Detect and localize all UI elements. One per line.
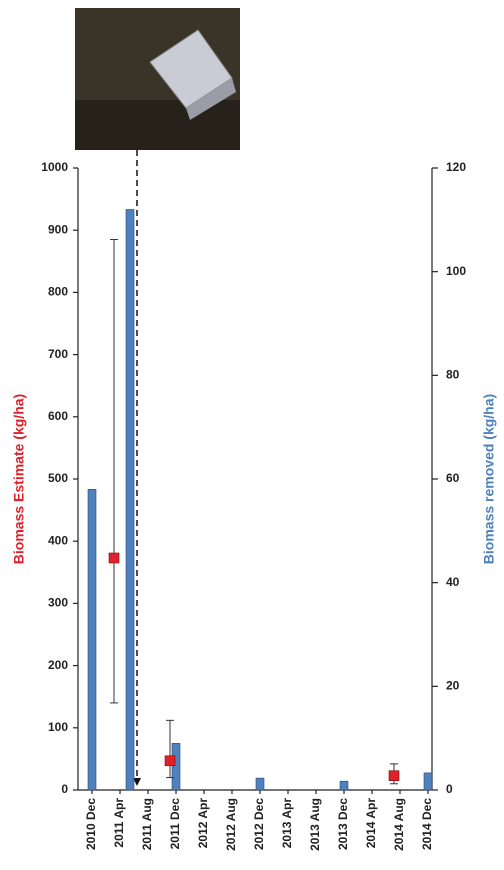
x-tick-label: 2014 Dec (420, 798, 434, 850)
x-tick-label: 2012 Aug (224, 798, 238, 851)
point (108, 552, 120, 564)
y2-tick-label: 120 (446, 160, 466, 174)
bar (87, 489, 97, 791)
y-tick-label: 0 (61, 782, 68, 796)
y2-axis-label: Biomass removed (kg/ha) (481, 394, 497, 564)
x-tick-label: 2014 Aug (392, 798, 406, 851)
y-tick-label: 100 (48, 720, 68, 734)
error-bar (110, 239, 118, 704)
y-tick-label: 400 (48, 533, 68, 547)
bar (171, 743, 181, 791)
bar (255, 777, 265, 791)
photo (75, 8, 240, 150)
point (388, 770, 400, 781)
y-tick-label: 500 (48, 471, 68, 485)
x-tick-label: 2013 Aug (308, 798, 322, 851)
x-tick-label: 2013 Apr (280, 798, 294, 849)
bar (423, 772, 433, 791)
bar (125, 209, 135, 791)
x-tick-label: 2011 Aug (140, 798, 154, 850)
bar (339, 780, 349, 791)
y-tick-label: 200 (48, 658, 68, 672)
x-tick-label: 2011 Dec (168, 798, 182, 850)
y2-tick-label: 100 (446, 264, 466, 278)
y-axis-label: Biomass Estimate (kg/ha) (11, 394, 27, 564)
x-tick-label: 2012 Dec (252, 798, 266, 850)
error-bar (166, 719, 174, 779)
y2-tick-label: 0 (446, 782, 453, 796)
y-tick-label: 1000 (41, 160, 68, 174)
x-tick-label: 2012 Apr (196, 798, 210, 849)
y-tick-label: 700 (48, 347, 68, 361)
y-tick-label: 300 (48, 596, 68, 610)
x-tick-label: 2010 Dec (84, 798, 98, 850)
y2-tick-label: 40 (446, 575, 460, 589)
y2-tick-label: 80 (446, 368, 460, 382)
x-tick-label: 2013 Dec (336, 798, 350, 850)
y2-tick-label: 20 (446, 679, 460, 693)
point (164, 755, 176, 767)
x-tick-label: 2014 Apr (364, 798, 378, 849)
y-tick-label: 900 (48, 222, 68, 236)
y-tick-label: 800 (48, 285, 68, 299)
y2-tick-label: 60 (446, 471, 460, 485)
x-tick-label: 2011 Apr (112, 798, 126, 848)
arrow-head (133, 778, 141, 786)
y-tick-label: 600 (48, 409, 68, 423)
